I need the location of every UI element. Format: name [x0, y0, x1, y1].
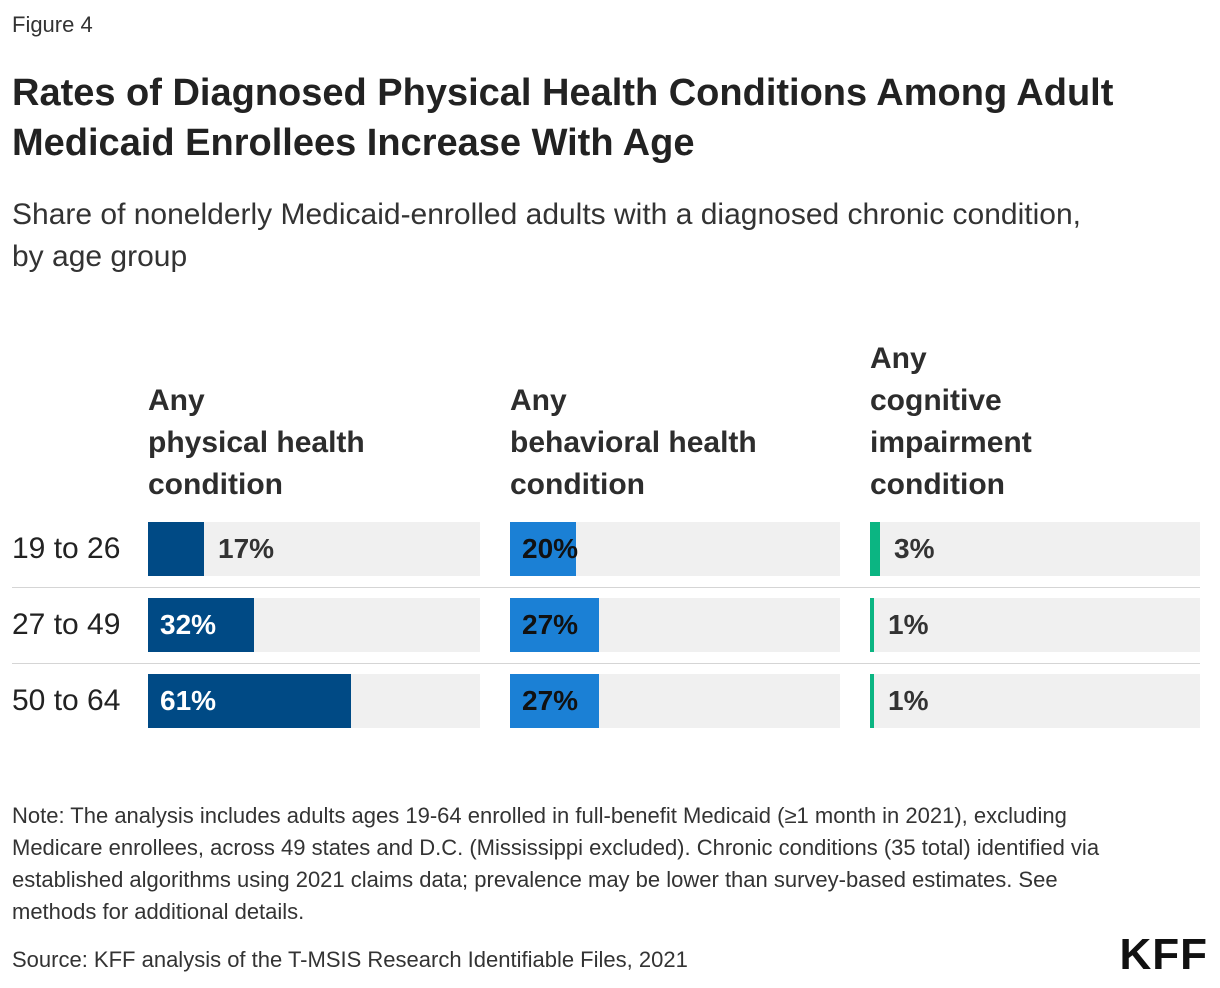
- bar-physical: [148, 674, 351, 728]
- bar-track: 17%: [148, 522, 480, 576]
- figure-label: Figure 4: [12, 12, 93, 37]
- column-header-behavioral: Any behavioral health condition: [510, 380, 830, 506]
- bar-cognitive: [870, 674, 874, 728]
- bar-value-label: 27%: [522, 609, 579, 640]
- chart-note: Note: The analysis includes adults ages …: [12, 803, 1100, 924]
- bar-cognitive: [870, 522, 880, 576]
- column-header-line: behavioral health: [510, 426, 757, 459]
- bar-value-label: 1%: [888, 685, 929, 716]
- bar-value-label: 3%: [894, 533, 935, 564]
- column-header-cognitive: Any cognitive impairment condition: [870, 338, 1190, 506]
- bar-track: 1%: [870, 674, 1200, 728]
- kff-logo: KFF: [1119, 930, 1208, 979]
- column-header-physical: Any physical health condition: [148, 380, 468, 506]
- column-header-line: condition: [148, 468, 283, 501]
- bar-track: 20%: [510, 522, 840, 576]
- column-header-line: physical health: [148, 426, 365, 459]
- bar-behavioral: [510, 522, 576, 576]
- bar-cognitive: [870, 598, 874, 652]
- bar-value-label: 1%: [888, 609, 929, 640]
- bar-track: 32%: [148, 598, 480, 652]
- bar-value-label: 27%: [522, 685, 579, 716]
- column-header-line: condition: [510, 468, 645, 501]
- bar-track: 27%: [510, 598, 840, 652]
- bar-physical: [148, 598, 254, 652]
- chart-source: Source: KFF analysis of the T-MSIS Resea…: [12, 947, 688, 972]
- row-label: 19 to 26: [12, 532, 121, 565]
- row-divider: [12, 587, 1200, 588]
- column-header-line: Any: [148, 384, 205, 417]
- column-header-line: Any: [510, 384, 567, 417]
- bar-track: 3%: [870, 522, 1200, 576]
- bar-track: 61%: [148, 674, 480, 728]
- row-label: 50 to 64: [12, 684, 121, 717]
- column-header-line: impairment: [870, 426, 1032, 459]
- bar-value-label: 32%: [160, 609, 217, 640]
- bar-physical: [148, 522, 204, 576]
- bar-behavioral: [510, 674, 599, 728]
- bar-track: 1%: [870, 598, 1200, 652]
- column-header-line: condition: [870, 468, 1005, 501]
- chart-title: Rates of Diagnosed Physical Health Condi…: [12, 72, 1114, 164]
- bar-track: 27%: [510, 674, 840, 728]
- bar-value-label: 61%: [160, 685, 217, 716]
- column-header-line: Any: [870, 342, 927, 375]
- row-divider: [12, 663, 1200, 664]
- column-header-line: cognitive: [870, 384, 1002, 417]
- bar-behavioral: [510, 598, 599, 652]
- chart-subtitle: Share of nonelderly Medicaid-enrolled ad…: [12, 198, 1081, 273]
- bar-value-label: 20%: [522, 533, 579, 564]
- row-label: 27 to 49: [12, 608, 121, 641]
- bar-value-label: 17%: [218, 533, 275, 564]
